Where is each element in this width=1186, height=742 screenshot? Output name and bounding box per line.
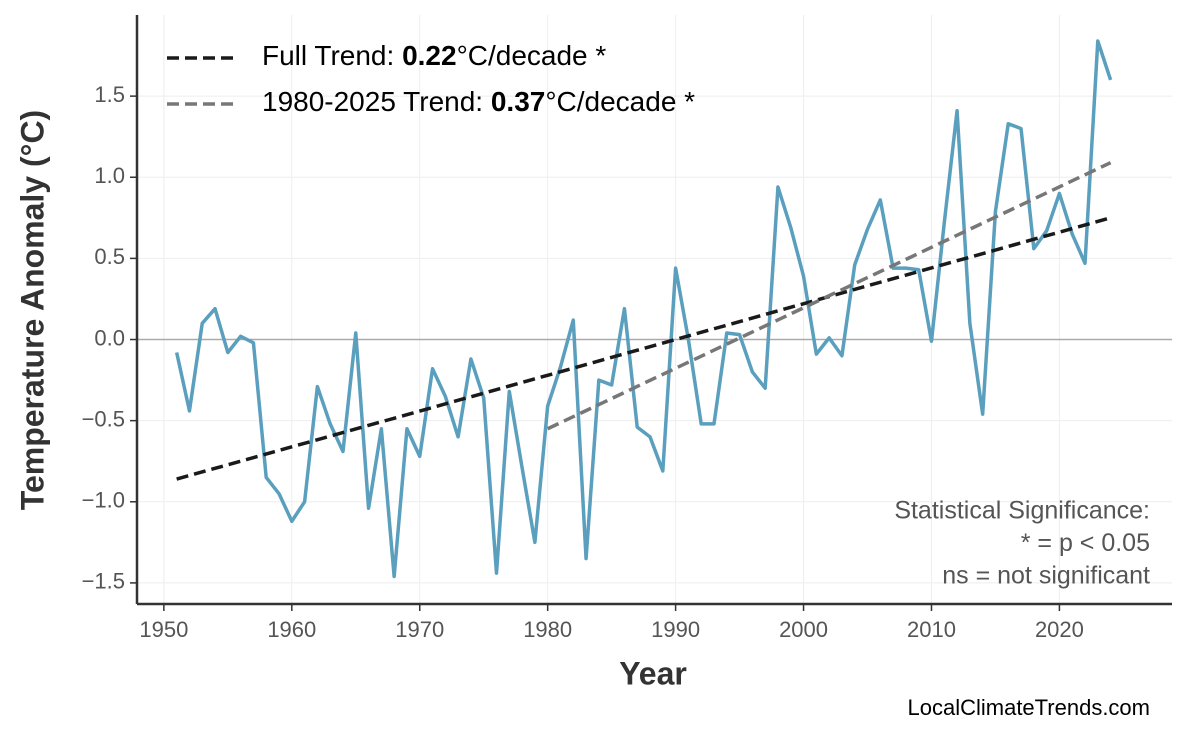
x-tick-label: 1950 <box>139 617 188 642</box>
x-tick-label: 2020 <box>1035 617 1084 642</box>
legend-label-part: °C/decade * <box>457 40 607 71</box>
x-tick-label: 1970 <box>395 617 444 642</box>
watermark: LocalClimateTrends.com <box>908 695 1151 720</box>
x-tick-label: 1990 <box>651 617 700 642</box>
x-axis-label: Year <box>619 655 687 691</box>
x-tick-label: 2010 <box>907 617 956 642</box>
legend-label-part: 0.22 <box>402 40 457 71</box>
legend-label: 1980-2025 Trend: 0.37°C/decade * <box>262 86 695 117</box>
annotation: Statistical Significance: <box>894 497 1150 525</box>
legend-label-part: Full Trend: <box>262 40 402 71</box>
y-axis-label: Temperature Anomaly (°C) <box>14 110 50 510</box>
y-tick-label: −1.0 <box>82 488 125 513</box>
y-tick-label: −0.5 <box>82 406 125 431</box>
x-tick-label: 2000 <box>779 617 828 642</box>
y-tick-label: −1.5 <box>82 569 125 594</box>
legend-label-part: 1980-2025 Trend: <box>262 86 491 117</box>
annotation: ns = not significant <box>942 562 1150 590</box>
y-tick-label: 0.5 <box>94 244 125 269</box>
legend-label: Full Trend: 0.22°C/decade * <box>262 40 606 71</box>
x-tick-label: 1980 <box>523 617 572 642</box>
y-tick-label: 1.5 <box>94 82 125 107</box>
x-tick-label: 1960 <box>267 617 316 642</box>
data-line <box>174 39 1113 579</box>
trend-line <box>546 161 1112 431</box>
y-tick-label: 0.0 <box>94 325 125 350</box>
annotation: * = p < 0.05 <box>1021 529 1150 557</box>
legend-label-part: °C/decade * <box>545 86 695 117</box>
legend-label-part: 0.37 <box>491 86 546 117</box>
trend-line <box>176 216 1112 481</box>
y-tick-label: 1.0 <box>94 163 125 188</box>
